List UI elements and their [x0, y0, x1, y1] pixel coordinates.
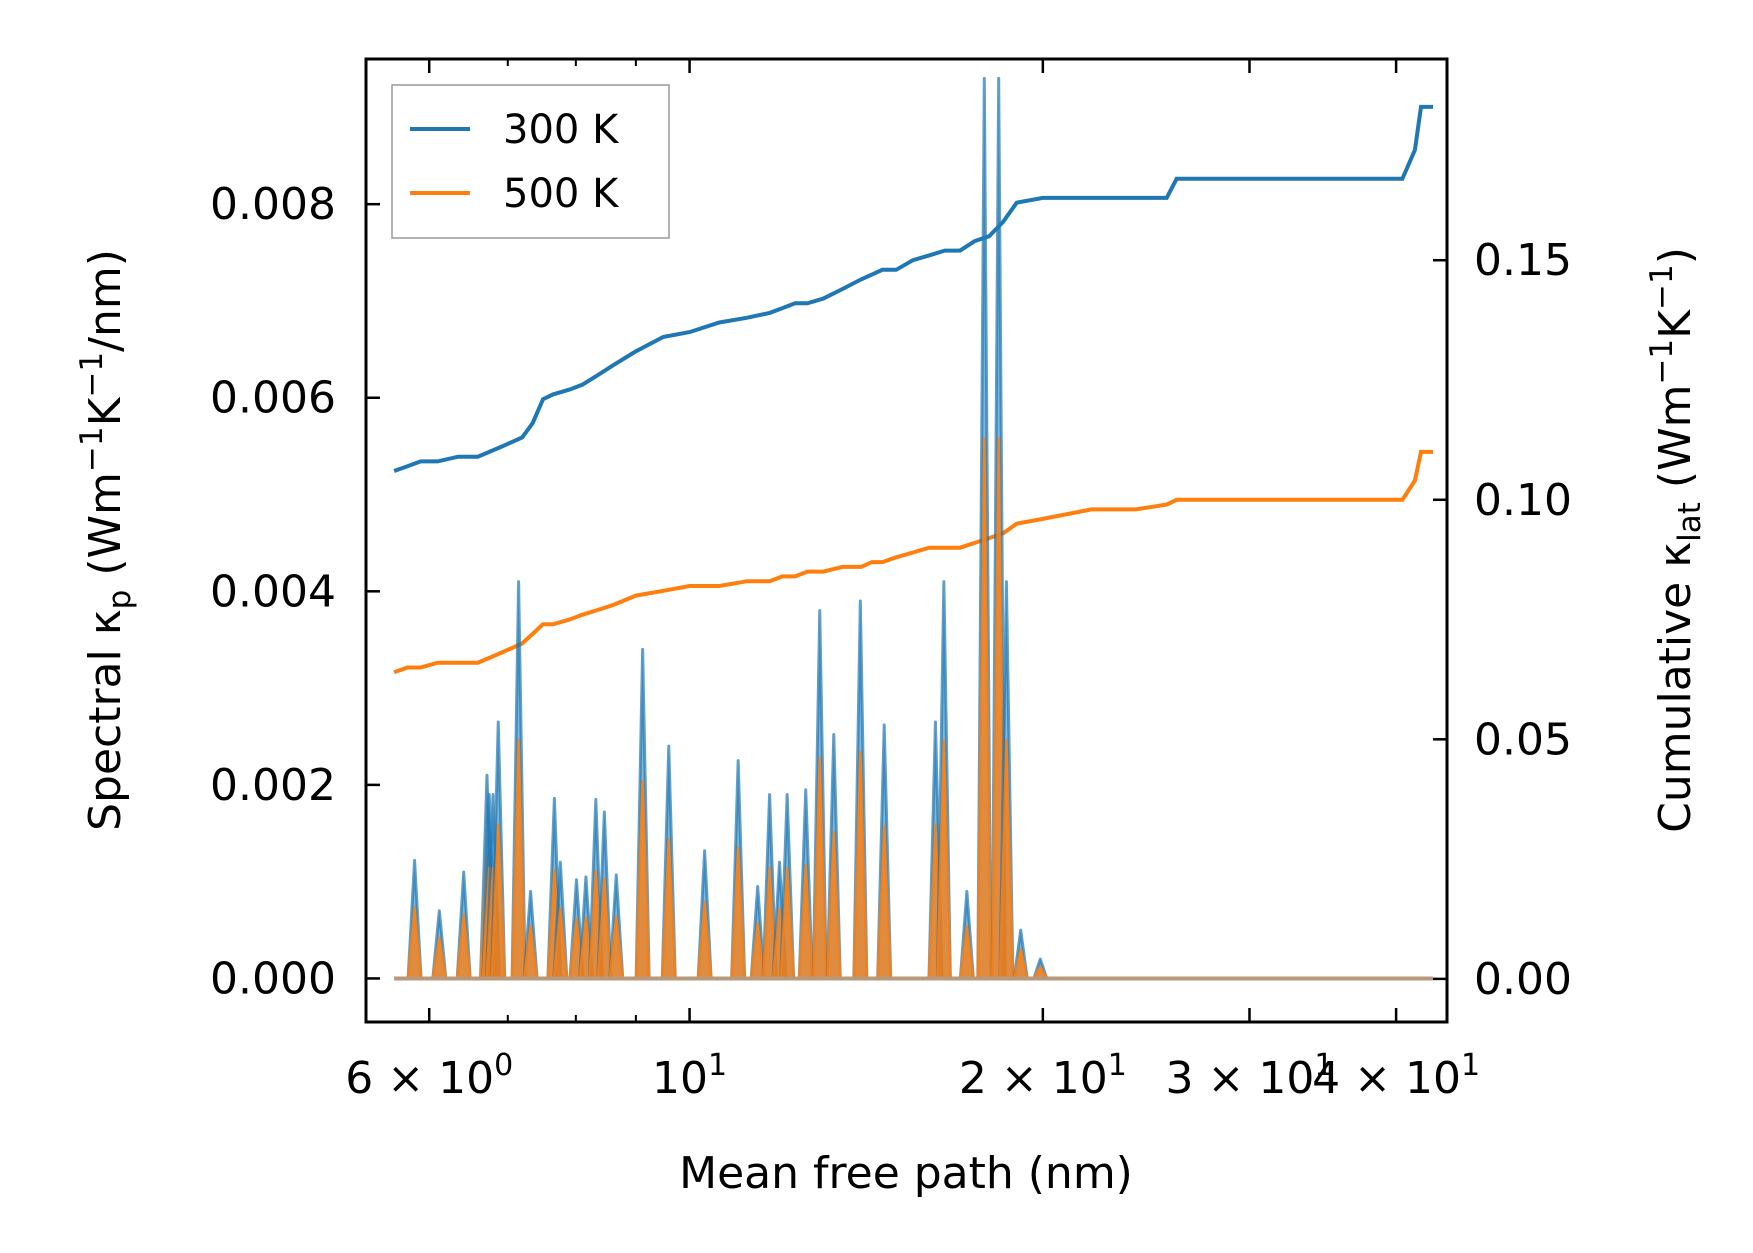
x-tick-exponent: 0	[494, 1048, 513, 1083]
x-tick-label: 101	[652, 1048, 727, 1104]
right-y-label-exp2: −1	[1644, 264, 1680, 310]
x-tick-label: 4 × 101	[1312, 1048, 1480, 1104]
x-tick-exponent: 1	[1108, 1048, 1127, 1083]
left-y-axis-label: Spectral κp (Wm−1K−1/nm)	[74, 249, 138, 831]
left-y-tick-label: 0.006	[210, 373, 336, 424]
x-tick-base: 10	[1405, 1053, 1461, 1104]
x-tick-label: 6 × 100	[345, 1048, 513, 1104]
cumulative-line-300k	[393, 104, 1433, 473]
x-axis-label: Mean free path (nm)	[679, 1148, 1133, 1199]
x-tick-mantissa: 2 ×	[959, 1053, 1052, 1104]
left-y-label-exp2: −1	[74, 352, 110, 398]
x-tick-base: 10	[438, 1053, 494, 1104]
right-y-label-main: Cumulative κ	[1650, 542, 1701, 833]
x-tick-exponent: 1	[1314, 1048, 1333, 1083]
spectral-fills	[394, 76, 1433, 981]
left-y-label-units: (Wm	[80, 472, 131, 590]
left-y-label-exp1: −1	[74, 426, 110, 472]
right-y-label-sub: lat	[1672, 502, 1708, 542]
x-tick-exponent: 1	[1461, 1048, 1480, 1083]
left-y-tick-label: 0.008	[210, 179, 336, 230]
right-y-label-suffix: )	[1650, 247, 1701, 264]
right-y-axis-label: Cumulative κlat (Wm−1K−1)	[1644, 247, 1708, 833]
left-y-label-k: K	[80, 396, 131, 426]
left-y-tick-label: 0.000	[210, 953, 336, 1004]
right-y-label-exp1: −1	[1644, 339, 1680, 385]
legend-label-500k: 500 K	[503, 171, 620, 217]
left-y-label-main: Spectral κ	[80, 609, 131, 831]
cumulative-lines	[393, 104, 1433, 675]
right-y-label-k: K	[1650, 309, 1701, 339]
right-y-tick-label: 0.10	[1474, 475, 1572, 526]
x-tick-base: 10	[1052, 1053, 1108, 1104]
right-y-tick-label: 0.05	[1474, 714, 1572, 765]
left-y-tick-label: 0.002	[210, 760, 336, 811]
left-y-label-sub: p	[102, 590, 138, 610]
x-tick-base: 10	[652, 1053, 708, 1104]
x-tick-exponent: 1	[708, 1048, 727, 1083]
x-tick-mantissa: 3 ×	[1166, 1053, 1259, 1104]
x-tick-mantissa: 6 ×	[345, 1053, 438, 1104]
legend: 300 K 500 K	[391, 84, 670, 239]
x-tick-base: 10	[1258, 1053, 1314, 1104]
legend-box	[391, 84, 670, 239]
right-y-tick-label: 0.00	[1474, 954, 1572, 1005]
x-tick-label: 2 × 101	[959, 1048, 1127, 1104]
left-y-tick-label: 0.004	[210, 566, 336, 617]
left-y-ticks: 0.000 0.002 0.004 0.006 0.008	[210, 179, 380, 1004]
cumulative-line-500k	[393, 449, 1433, 675]
axes-frame	[364, 57, 1449, 1024]
right-y-label-units: (Wm	[1650, 385, 1701, 503]
left-y-label-suffix: /nm)	[80, 249, 131, 352]
x-tick-label: 3 × 101	[1166, 1048, 1334, 1104]
right-y-tick-label: 0.15	[1474, 235, 1572, 286]
right-y-ticks: 0.00 0.05 0.10 0.15	[1433, 235, 1572, 1005]
x-tick-mantissa: 4 ×	[1312, 1053, 1405, 1104]
legend-label-300k: 300 K	[503, 107, 620, 153]
